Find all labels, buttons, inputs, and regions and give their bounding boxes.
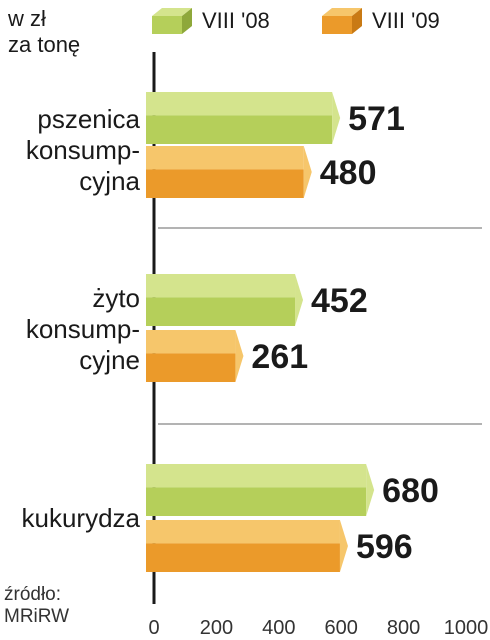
x-tick-label: 400 xyxy=(262,617,295,639)
bar-top-face xyxy=(146,274,296,298)
x-tick-label: 600 xyxy=(325,617,358,639)
bar-0-0: 571 xyxy=(146,92,405,144)
source-label: źródło: xyxy=(4,584,62,605)
category-label-line: kukurydza xyxy=(21,503,141,533)
category-label-line: konsump- xyxy=(25,314,140,344)
unit-label: w zł za tonę xyxy=(8,6,80,58)
bar-1-1: 261 xyxy=(146,330,308,382)
bars-layer: 571 452 680 480 261 596 xyxy=(146,92,439,572)
bar-1-0: 480 xyxy=(146,146,376,198)
category-label-line: cyjne xyxy=(79,345,140,375)
legend-item-2009: VIII '09 xyxy=(318,6,440,36)
bar-top-face xyxy=(146,330,236,354)
source-note: źródło: MRiRW xyxy=(4,584,69,628)
bar-end-cap xyxy=(303,146,312,198)
source-name: MRiRW xyxy=(4,606,70,627)
bar-top-face xyxy=(146,464,367,488)
bar-top-face xyxy=(146,146,304,170)
x-tick-label: 1000 xyxy=(444,617,489,639)
value-label: 571 xyxy=(348,100,405,138)
category-label-wheat: pszenica konsump- cyjna xyxy=(26,104,140,197)
category-label-line: żyto xyxy=(92,283,140,313)
bar-end-cap xyxy=(366,464,375,516)
bar-front-face xyxy=(146,297,296,326)
value-label: 680 xyxy=(382,472,439,510)
x-tick-label: 800 xyxy=(387,617,420,639)
value-label: 596 xyxy=(356,528,413,566)
legend-label-2008: VIII '08 xyxy=(202,8,270,33)
legend-swatch-2008 xyxy=(152,8,192,34)
category-label-corn: kukurydza xyxy=(22,503,141,534)
legend-item-2008: VIII '08 xyxy=(148,6,270,36)
tick-layer: 0 200 400 600 800 1000 xyxy=(148,617,488,639)
legend-swatch-2009 xyxy=(322,8,362,34)
category-label-line: cyjna xyxy=(79,166,140,196)
value-label: 480 xyxy=(320,154,377,192)
category-label-line: pszenica xyxy=(37,104,140,134)
bar-front-face xyxy=(146,353,236,382)
legend-label-2009: VIII '09 xyxy=(372,8,440,33)
bar-end-cap xyxy=(235,330,244,382)
bar-front-face xyxy=(146,487,367,516)
bar-end-cap xyxy=(332,92,341,144)
bar-front-face xyxy=(146,115,333,144)
x-tick-label: 0 xyxy=(148,617,159,639)
unit-label-line2: za tonę xyxy=(8,32,81,57)
bar-top-face xyxy=(146,92,333,116)
category-label-line: konsump- xyxy=(25,135,140,165)
value-label: 452 xyxy=(311,282,368,320)
category-label-rye: żyto konsump- cyjne xyxy=(26,283,140,376)
bar-0-2: 680 xyxy=(146,464,439,516)
bar-top-face xyxy=(146,520,340,544)
unit-label-line1: w zł xyxy=(8,6,46,31)
bar-0-1: 452 xyxy=(146,274,368,326)
bar-end-cap xyxy=(339,520,348,572)
bar-1-2: 596 xyxy=(146,520,413,572)
x-tick-label: 200 xyxy=(200,617,233,639)
bar-front-face xyxy=(146,169,304,198)
bar-end-cap xyxy=(295,274,304,326)
bar-front-face xyxy=(146,543,340,572)
value-label: 261 xyxy=(251,338,308,376)
